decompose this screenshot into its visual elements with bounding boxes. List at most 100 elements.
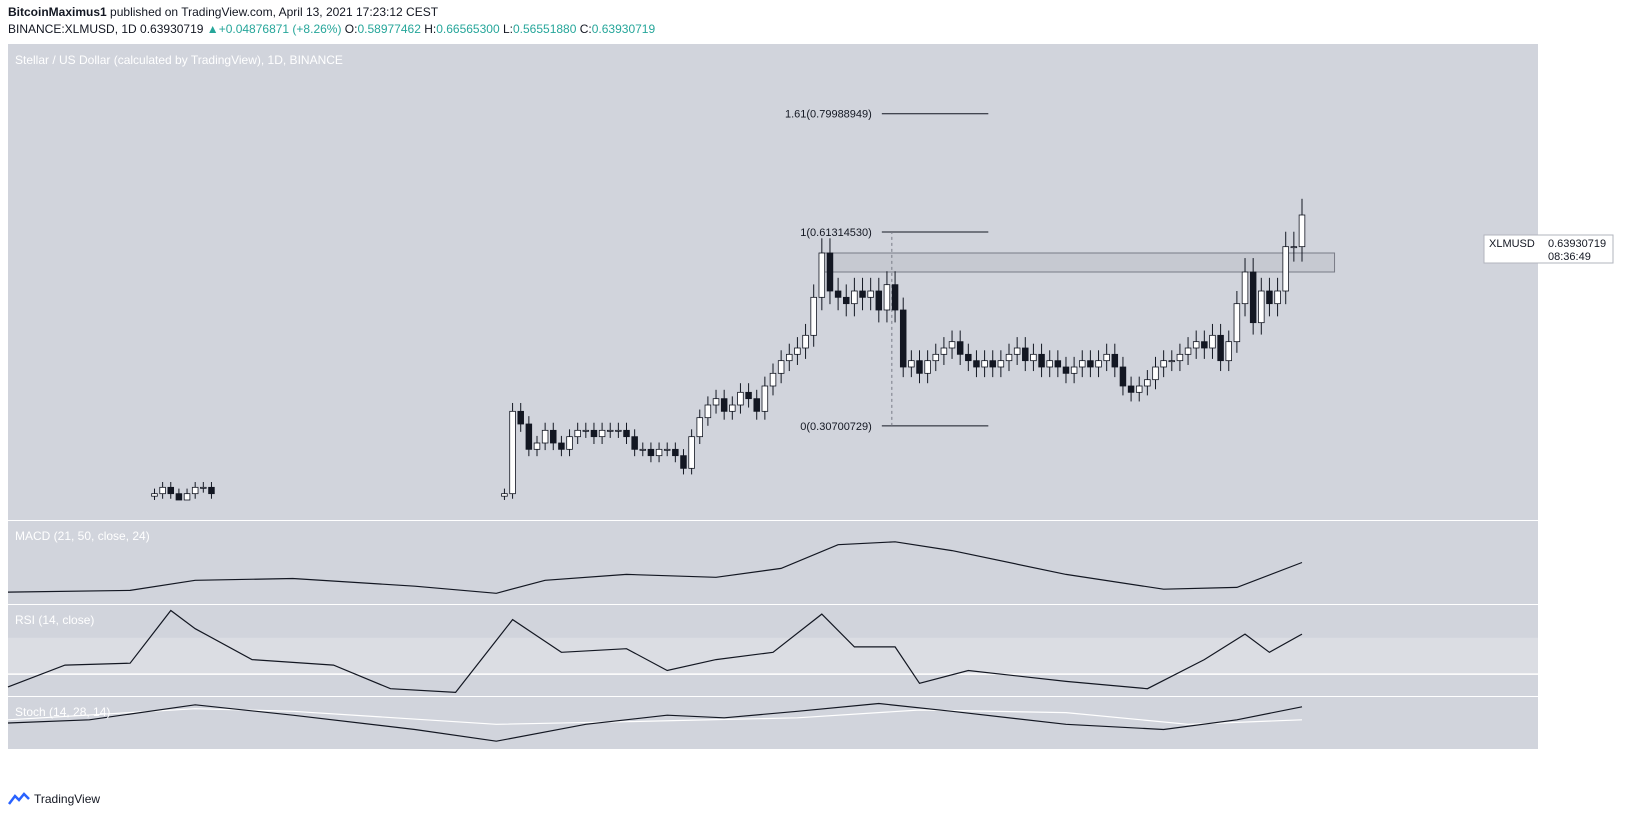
time-tick-label: 16 — [91, 757, 103, 769]
candle-body — [639, 448, 647, 451]
candle-body — [973, 360, 980, 368]
publish-info: BitcoinMaximus1 published on TradingView… — [8, 5, 438, 19]
candle-body — [1144, 379, 1151, 387]
currency-label: USD — [1567, 53, 1590, 65]
candle-body — [1290, 246, 1298, 249]
candle-body — [875, 290, 883, 311]
stoch-k-line — [7, 702, 1303, 742]
candle-body — [981, 360, 988, 368]
candle-body — [525, 423, 533, 450]
price-tick-label: 0.20000000 — [1548, 489, 1606, 501]
candle-body — [1070, 366, 1078, 374]
price-tick-label: 0.80000000 — [1548, 109, 1606, 121]
symbol-info: BINANCE:XLMUSD, 1D 0.63930719 ▲+0.048768… — [8, 22, 655, 36]
stoch-pane[interactable] — [8, 697, 1538, 749]
tradingview-logo-icon[interactable] — [8, 792, 30, 806]
high-label: H: — [424, 22, 437, 36]
macd-tick-label: 0.00000000 — [1548, 587, 1606, 599]
candle-body — [1217, 334, 1224, 362]
stoch-tick-label: 40 — [1548, 725, 1560, 737]
candle-body — [737, 391, 744, 406]
author-name[interactable]: BitcoinMaximus1 — [8, 5, 107, 19]
tradingview-brand[interactable]: TradingView — [34, 792, 101, 806]
candle-body — [1192, 341, 1200, 349]
candle-body — [663, 448, 671, 451]
candle-body — [1005, 353, 1013, 362]
candle-body — [191, 486, 199, 495]
candle-body — [1103, 353, 1110, 362]
candle-body — [550, 429, 557, 444]
candle-body — [598, 429, 606, 438]
candle-body — [582, 429, 590, 432]
price-tick-label: 0.90000000 — [1548, 45, 1606, 57]
footer: TradingView — [8, 792, 100, 806]
candle-body — [680, 455, 687, 469]
candle-body — [1022, 347, 1029, 362]
candle-body — [802, 334, 809, 349]
time-tick-label: 12 — [1288, 757, 1300, 769]
candle-body — [1152, 366, 1159, 381]
candle-body — [826, 252, 834, 292]
low-label: L: — [502, 22, 513, 36]
rsi-line — [7, 609, 1303, 694]
candle-body — [574, 429, 581, 438]
candle-body — [842, 296, 850, 305]
candle-body — [924, 360, 931, 374]
candle-body — [1119, 366, 1127, 387]
candle-body — [533, 442, 541, 450]
time-tick-label: 2021 — [460, 757, 484, 769]
candle-body — [1201, 341, 1208, 349]
candle-body — [810, 296, 817, 336]
candle-body — [1030, 353, 1037, 362]
candle-body — [151, 493, 158, 497]
stoch-label: Stoch (14, 28, 14) — [15, 705, 110, 719]
candle-body — [606, 429, 614, 432]
candle-body — [558, 442, 565, 450]
chart-title: Stellar / US Dollar (calculated by Tradi… — [15, 53, 343, 67]
bar-countdown: 08:36:49 — [1548, 251, 1591, 263]
candle-body — [1127, 385, 1135, 393]
candle-body — [916, 360, 923, 374]
candle-body — [1062, 366, 1070, 374]
candle-body — [541, 429, 549, 444]
macd-tick-label: 0.10000000 — [1548, 528, 1606, 540]
price-tick-label: 0.40000000 — [1548, 362, 1606, 374]
candle-body — [647, 448, 655, 457]
candle-body — [745, 391, 752, 400]
price-tick-label: 0.55000000 — [1548, 267, 1606, 279]
price-change: +0.04876871 (+8.26%) — [218, 22, 342, 36]
candle-body — [761, 385, 769, 412]
candle-body — [753, 398, 760, 412]
last-price-value: 0.63930719 — [1548, 238, 1606, 250]
candle-body — [1087, 360, 1094, 368]
time-tick-label: 14 — [319, 757, 331, 769]
candle-body — [729, 404, 736, 412]
candle-body — [1241, 271, 1249, 305]
publish-date: published on TradingView.com, April 13, … — [110, 5, 439, 19]
candle-body — [989, 360, 996, 368]
candle-body — [1160, 360, 1167, 368]
main-pane[interactable] — [8, 44, 1538, 520]
macd-line — [7, 541, 1303, 594]
macd-pane[interactable] — [8, 521, 1538, 604]
candle-body — [590, 429, 598, 438]
symbol-name: BINANCE:XLMUSD, 1D — [8, 22, 137, 36]
time-tick-label: Dec — [210, 757, 230, 769]
candle-body — [891, 284, 899, 311]
candle-body — [965, 353, 972, 362]
candle-body — [1079, 360, 1086, 368]
candle-body — [1258, 290, 1265, 324]
candle-body — [1249, 271, 1257, 324]
candle-body — [948, 341, 956, 349]
time-tick-label: 15 — [832, 757, 844, 769]
candle-body — [932, 353, 940, 362]
candle-body — [623, 429, 630, 438]
candle-body — [696, 417, 704, 438]
candle-body — [956, 341, 964, 355]
candle-body — [200, 486, 207, 489]
candle-body — [1209, 334, 1216, 349]
candle-body — [208, 486, 215, 495]
up-arrow-icon: ▲ — [206, 22, 219, 36]
candle-body — [1233, 303, 1241, 343]
